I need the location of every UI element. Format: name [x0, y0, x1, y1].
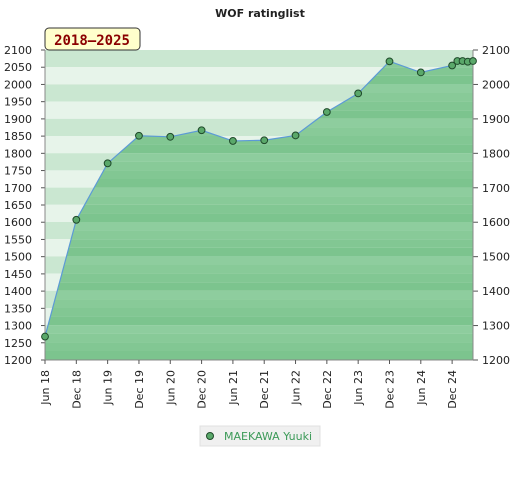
- x-tick-label: Jun 22: [290, 370, 303, 406]
- y-tick-label-right: 1300: [482, 320, 510, 333]
- area-stripe: [45, 204, 473, 214]
- y-tick-label-left: 1250: [4, 337, 32, 350]
- data-point: [229, 137, 237, 145]
- data-point: [448, 61, 457, 70]
- y-tick-label-left: 1750: [4, 165, 32, 178]
- y-tick-label-right: 1700: [482, 182, 510, 195]
- y-tick-label-right: 2000: [482, 78, 510, 91]
- data-point: [291, 131, 300, 140]
- y-tick-label-left: 2100: [4, 44, 32, 57]
- area-stripe: [45, 213, 473, 222]
- period-badge-label: 2018–2025: [54, 33, 130, 49]
- y-tick-label-left: 1550: [4, 233, 32, 246]
- x-axis: Jun 18 Dec 18 Jun 19 Dec 19 Jun 20 Dec 20 Jun …: [39, 359, 473, 409]
- y-tick-label-left: 1650: [4, 199, 32, 212]
- y-tick-label-left: 1800: [4, 147, 32, 160]
- x-tick-label: Jun 21: [227, 370, 240, 406]
- area-stripe: [45, 230, 473, 240]
- y-tick-label-left: 1850: [4, 130, 32, 143]
- area-stripe: [45, 256, 473, 265]
- y-tick-label-right: 1900: [482, 113, 510, 126]
- area-stripe: [45, 299, 473, 308]
- data-point: [135, 131, 143, 140]
- x-tick-label: Dec 19: [133, 370, 146, 409]
- y-tick-label-left: 1400: [4, 285, 32, 298]
- data-point: [385, 57, 394, 66]
- y-tick-label-left: 1500: [4, 251, 32, 264]
- background-band: [45, 67, 473, 85]
- data-point: [260, 136, 269, 145]
- y-tick-label-left: 1950: [4, 96, 32, 109]
- data-point: [469, 57, 477, 65]
- y-tick-label-left: 1350: [4, 302, 32, 315]
- period-badge: 2018–2025: [44, 27, 141, 51]
- data-point: [416, 68, 425, 77]
- area-stripe: [45, 333, 473, 343]
- data-points: [41, 57, 477, 341]
- area-stripe: [45, 308, 473, 317]
- y-tick-label-left: 1900: [4, 113, 32, 126]
- area-stripe: [45, 265, 473, 274]
- area-stripe: [45, 282, 473, 291]
- area-stripe: [45, 179, 473, 188]
- y-tick-label-left: 1200: [4, 354, 32, 367]
- y-tick-label-left: 1600: [4, 216, 32, 229]
- x-tick-label: Jun 24: [415, 370, 428, 406]
- area-stripe: [45, 196, 473, 205]
- x-tick-label: Dec 21: [258, 370, 271, 409]
- y-tick-label-left: 1700: [4, 182, 32, 195]
- right-axis: 1200 1300 1400 1500 1600 1700 1800 1900 2000 2100: [472, 44, 510, 367]
- chart-title: WOF ratinglist: [215, 7, 305, 20]
- data-point: [72, 215, 81, 224]
- y-tick-label-left: 2050: [4, 61, 32, 74]
- x-tick-label: Jun 20: [164, 370, 177, 406]
- y-tick-label-left: 1300: [4, 320, 32, 333]
- data-point: [197, 126, 206, 135]
- x-tick-label: Jun 19: [102, 370, 115, 406]
- data-point: [103, 159, 112, 168]
- left-axis: 1200 1250 1300 1350 1400 1450 1500 1550 1600 1650…: [4, 44, 46, 367]
- area-stripe: [45, 273, 473, 283]
- data-point: [322, 108, 331, 116]
- x-tick-label: Dec 23: [383, 370, 396, 409]
- area-stripe: [45, 316, 473, 326]
- area-stripe: [45, 342, 473, 351]
- legend[interactable]: MAEKAWA Yuuki: [199, 425, 321, 447]
- x-tick-label: Dec 18: [70, 370, 83, 409]
- background-band: [45, 50, 473, 68]
- y-tick-label-right: 2100: [482, 44, 510, 57]
- area-stripe: [45, 187, 473, 197]
- x-tick-label: Dec 22: [321, 370, 334, 409]
- area-stripe: [45, 239, 473, 248]
- y-tick-label-right: 1500: [482, 251, 510, 264]
- y-tick-label-left: 2000: [4, 78, 32, 91]
- area-stripe: [45, 144, 473, 154]
- legend-label: MAEKAWA Yuuki: [224, 430, 312, 443]
- x-tick-label: Jun 23: [352, 370, 365, 406]
- y-tick-label-right: 1400: [482, 285, 510, 298]
- data-point: [41, 332, 49, 341]
- y-tick-label-right: 1800: [482, 147, 510, 160]
- y-tick-label-right: 1200: [482, 354, 510, 367]
- y-tick-label-left: 1450: [4, 268, 32, 281]
- data-point: [354, 89, 363, 98]
- area-stripe: [45, 170, 473, 179]
- area-stripe: [45, 325, 473, 334]
- area-stripe: [45, 351, 473, 360]
- area-stripe: [45, 161, 473, 171]
- area-stripe: [45, 153, 473, 162]
- x-tick-label: Dec 24: [446, 370, 459, 409]
- area-stripe: [45, 247, 473, 257]
- legend-marker: [206, 432, 214, 440]
- data-point: [166, 132, 175, 141]
- x-tick-label: Jun 18: [39, 370, 52, 406]
- area-stripe: [45, 222, 473, 231]
- y-tick-label-right: 1600: [482, 216, 510, 229]
- area-stripe: [45, 290, 473, 300]
- x-tick-label: Dec 20: [196, 370, 209, 409]
